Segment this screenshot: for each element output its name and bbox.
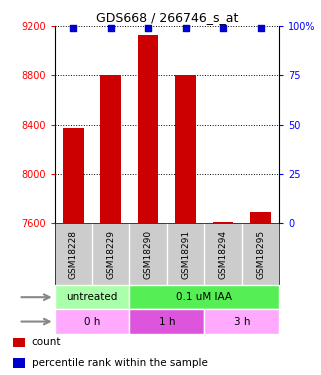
Text: 0 h: 0 h bbox=[84, 316, 100, 327]
Bar bbox=[13, 338, 25, 347]
Text: 3 h: 3 h bbox=[234, 316, 250, 327]
Text: GSM18291: GSM18291 bbox=[181, 230, 190, 279]
Point bbox=[221, 25, 226, 31]
Text: 0.1 uM IAA: 0.1 uM IAA bbox=[176, 292, 232, 302]
Bar bbox=[250, 212, 271, 223]
Point bbox=[71, 25, 76, 31]
Point bbox=[183, 25, 188, 31]
Bar bbox=[138, 35, 159, 223]
Bar bbox=[55, 285, 129, 309]
Bar bbox=[129, 309, 204, 334]
Text: 1 h: 1 h bbox=[159, 316, 175, 327]
Bar bbox=[100, 75, 121, 223]
Text: GSM18229: GSM18229 bbox=[106, 230, 115, 279]
Title: GDS668 / 266746_s_at: GDS668 / 266746_s_at bbox=[96, 11, 238, 24]
Bar bbox=[213, 222, 233, 223]
Text: GSM18290: GSM18290 bbox=[144, 230, 153, 279]
Point bbox=[146, 25, 151, 31]
Bar bbox=[129, 285, 279, 309]
Text: GSM18228: GSM18228 bbox=[69, 230, 78, 279]
Text: untreated: untreated bbox=[66, 292, 118, 302]
Text: count: count bbox=[31, 337, 61, 347]
Bar bbox=[63, 128, 83, 223]
Bar bbox=[204, 309, 279, 334]
Bar bbox=[13, 358, 25, 368]
Point bbox=[258, 25, 263, 31]
Text: percentile rank within the sample: percentile rank within the sample bbox=[31, 358, 207, 368]
Text: GSM18294: GSM18294 bbox=[219, 230, 228, 279]
Text: GSM18295: GSM18295 bbox=[256, 230, 265, 279]
Bar bbox=[55, 309, 129, 334]
Bar bbox=[175, 75, 196, 223]
Point bbox=[108, 25, 113, 31]
